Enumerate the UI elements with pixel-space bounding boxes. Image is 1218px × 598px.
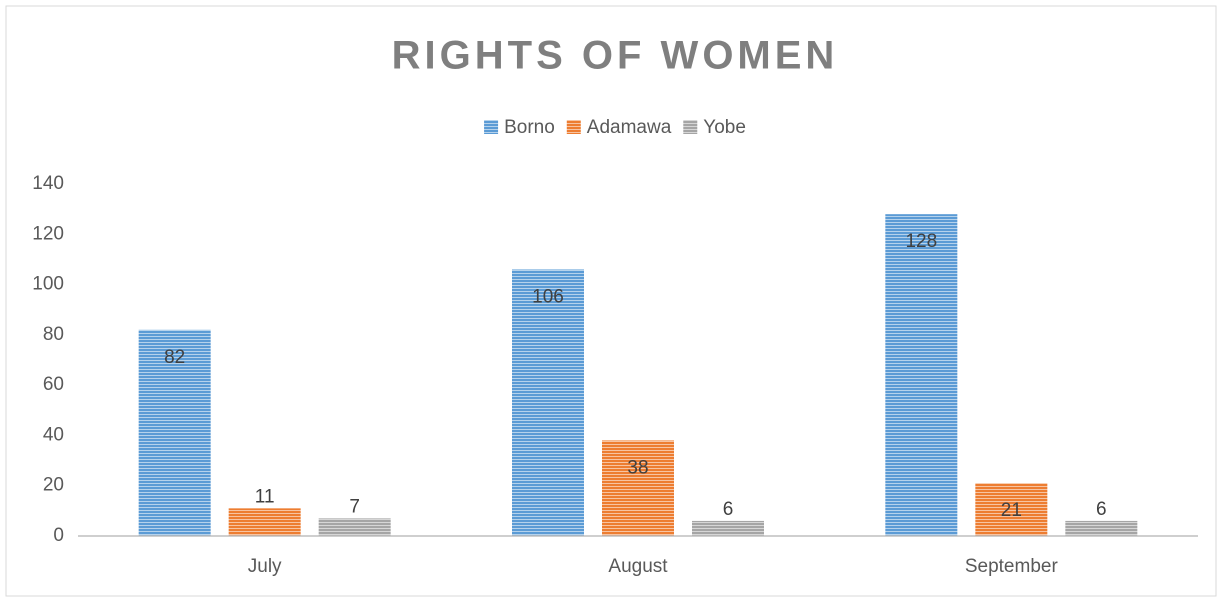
x-tick-label: September [965,556,1059,577]
data-label: 11 [255,486,275,507]
bar [318,518,391,536]
legend-label: Adamawa [587,117,672,138]
data-label: 6 [723,499,734,520]
chart-title: RIGHTS OF WOMEN [392,34,839,78]
data-label: 106 [532,287,564,308]
bar [512,269,584,536]
y-tick-label: 120 [32,223,64,244]
bar [1065,520,1138,536]
bar [138,329,211,536]
legend-swatch [566,120,581,134]
y-tick-label: 80 [43,324,64,345]
y-tick-label: 0 [53,525,64,546]
data-label: 7 [349,496,360,517]
data-label: 6 [1096,499,1107,520]
x-tick-label: August [608,556,668,577]
legend-swatch [683,120,698,134]
bar [228,508,301,536]
data-label: 21 [1001,500,1022,521]
legend-swatch [484,120,499,134]
data-label: 82 [164,347,185,368]
y-tick-label: 60 [43,374,64,395]
legend-label: Yobe [703,117,746,138]
legend: Borno Adamawa Yobe [484,117,746,138]
x-tick-label: July [248,556,282,577]
bar [692,520,764,536]
bar [975,483,1048,536]
data-label: 128 [905,231,937,252]
legend-label: Borno [504,117,555,138]
bar [885,214,958,536]
y-tick-label: 100 [32,274,64,295]
y-tick-label: 20 [43,475,64,496]
bar [602,440,674,536]
y-tick-label: 40 [43,424,64,445]
y-tick-label: 140 [32,173,64,194]
data-label: 38 [627,457,648,478]
